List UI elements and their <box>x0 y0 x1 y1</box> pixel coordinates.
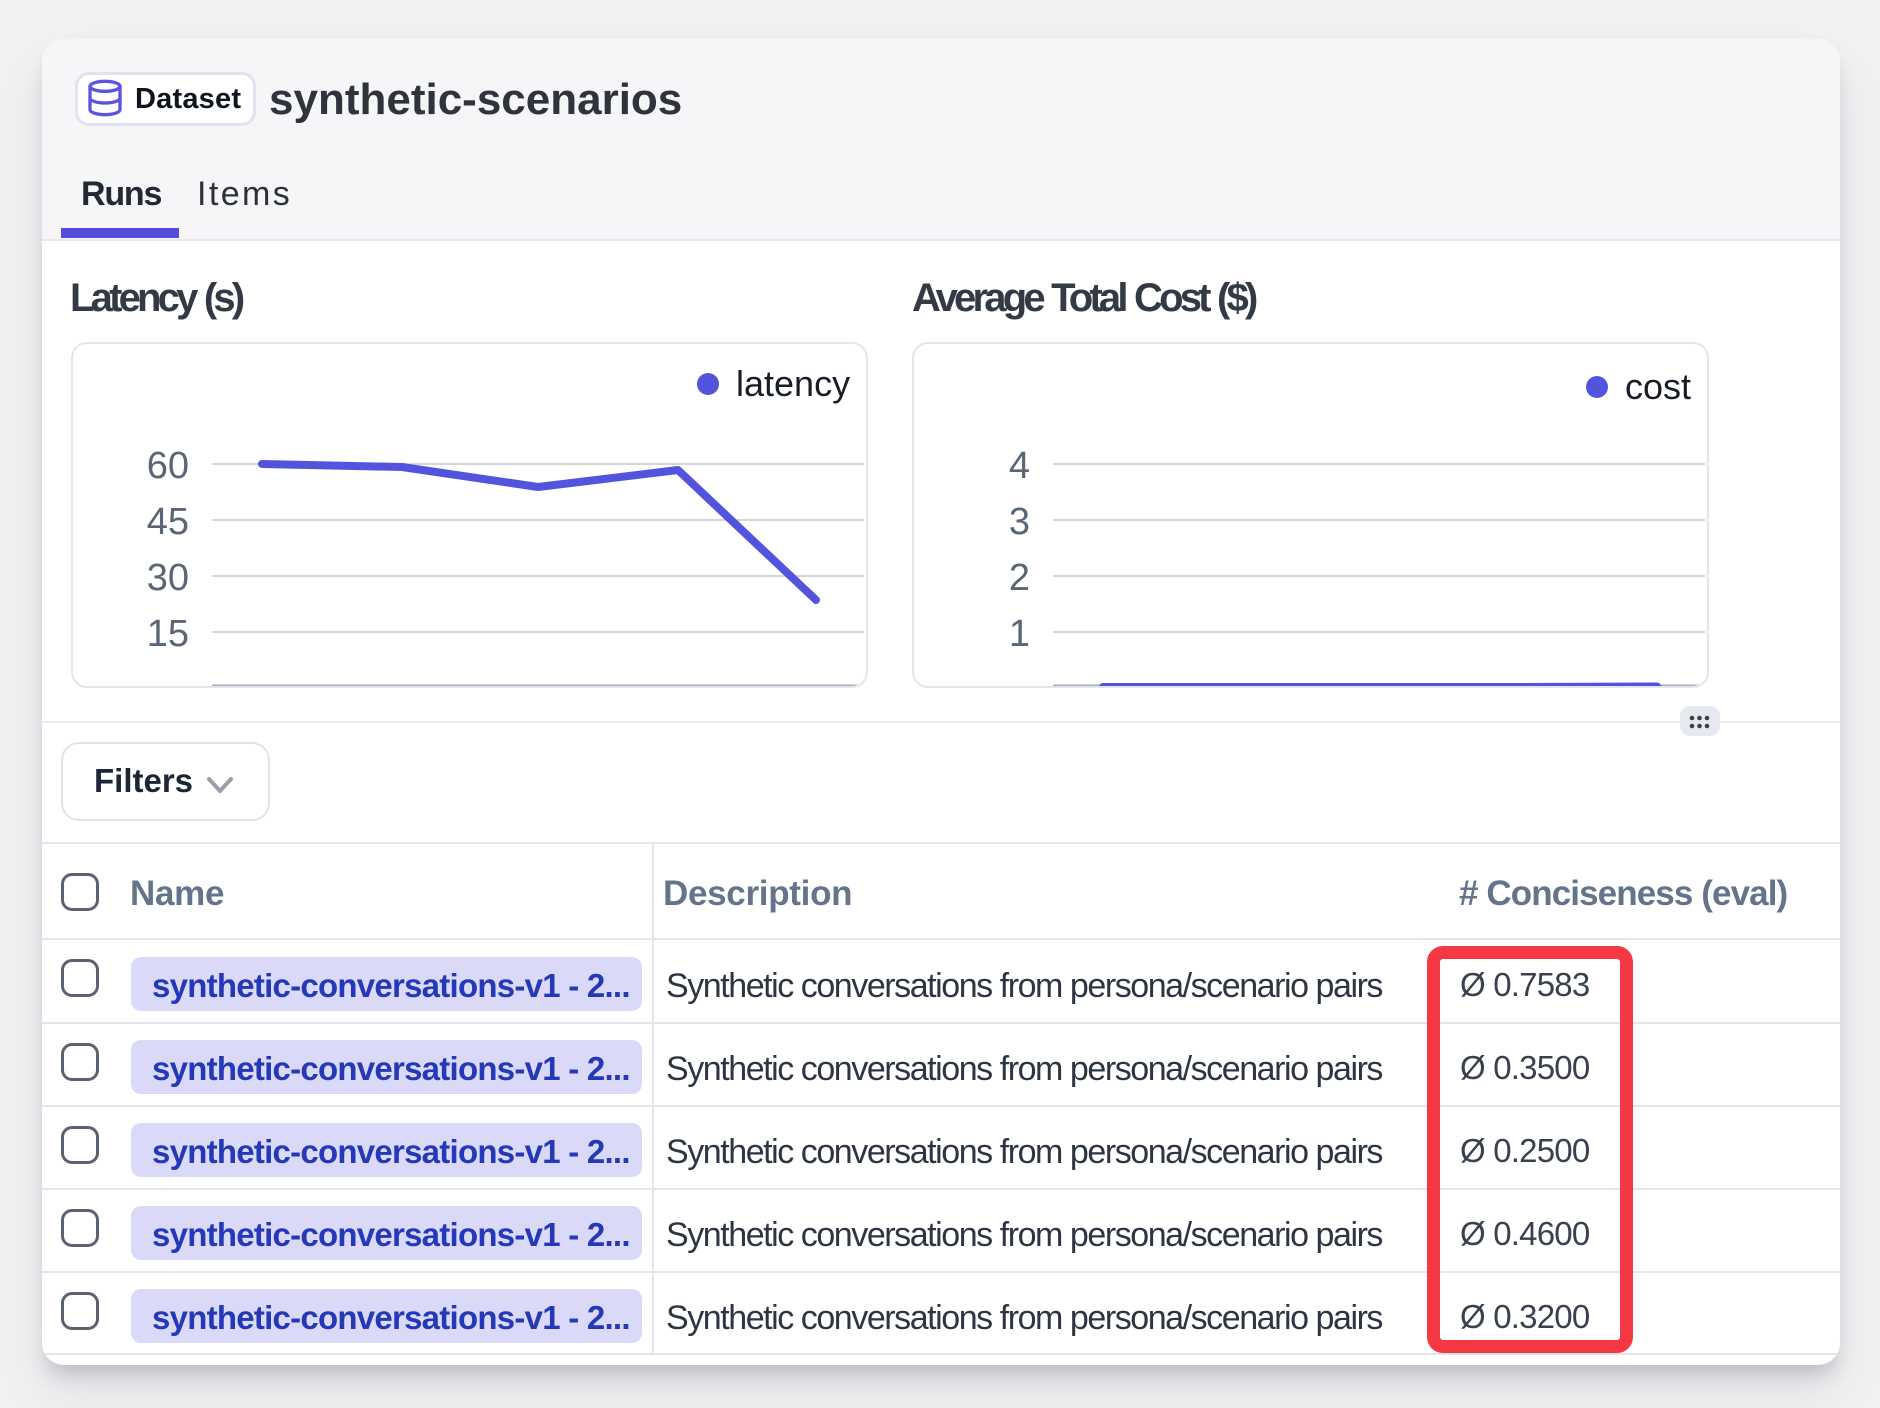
svg-text:2: 2 <box>1009 557 1030 599</box>
svg-text:3: 3 <box>1009 501 1030 543</box>
svg-text:1: 1 <box>1009 613 1030 655</box>
svg-text:latency: latency <box>736 363 850 404</box>
svg-text:15: 15 <box>147 613 189 655</box>
svg-text:cost: cost <box>1625 366 1691 407</box>
svg-text:4: 4 <box>1009 445 1030 487</box>
svg-text:60: 60 <box>147 445 189 487</box>
svg-text:45: 45 <box>147 501 189 543</box>
svg-text:30: 30 <box>147 557 189 599</box>
